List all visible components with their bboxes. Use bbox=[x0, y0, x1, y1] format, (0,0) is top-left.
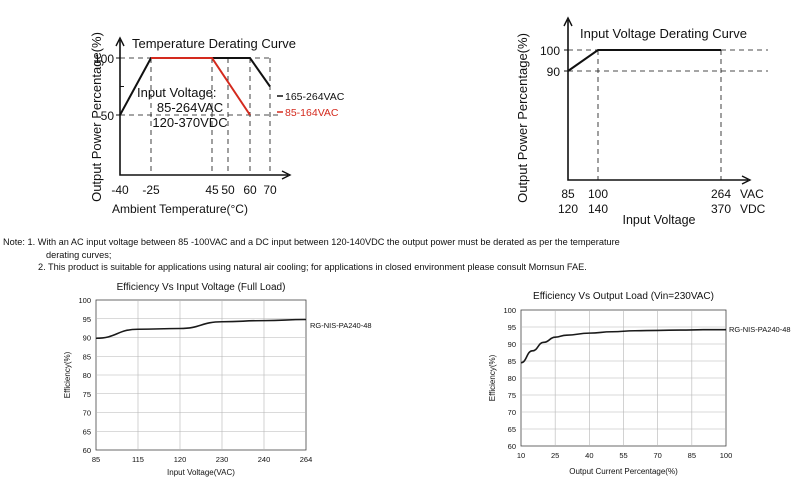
eff-load-x-tick-label: 100 bbox=[720, 451, 733, 460]
eff-load-x-tick-label: 70 bbox=[653, 451, 661, 460]
temp-axes bbox=[119, 40, 288, 176]
note-2: 2. This product is suitable for applicat… bbox=[38, 262, 587, 272]
eff-vin-y-tick-label: 65 bbox=[83, 427, 91, 436]
eff-vin-y-tick-label: 60 bbox=[83, 446, 91, 455]
eff-vin-y-tick-label: 70 bbox=[83, 409, 91, 418]
eff-load-legend-label: RG-NIS-PA240-48 bbox=[729, 325, 791, 334]
iv-y-tick-label: 100 bbox=[540, 44, 560, 58]
iv-chart-title: Input Voltage Derating Curve bbox=[580, 26, 747, 41]
eff-vin-chart: Efficiency Vs Input Voltage (Full Load) 6… bbox=[63, 282, 372, 477]
eff-load-x-tick-label: 85 bbox=[688, 451, 696, 460]
temp-x-arrow bbox=[281, 170, 292, 180]
eff-load-y-tick-label: 95 bbox=[508, 323, 516, 332]
eff-load-y-tick-label: 90 bbox=[508, 340, 516, 349]
temp-series-2-line bbox=[151, 57, 251, 116]
note-1: Note: 1. With an AC input voltage betwee… bbox=[3, 237, 620, 247]
eff-load-x-tick-label: 55 bbox=[619, 451, 627, 460]
note-1-continued: derating curves; bbox=[46, 249, 112, 260]
temp-y-tick-label: 100 bbox=[94, 52, 114, 66]
iv-x-tick-label-vac: 100 bbox=[588, 187, 608, 201]
eff-vin-title: Efficiency Vs Input Voltage (Full Load) bbox=[117, 282, 286, 293]
iv-y-arrow bbox=[563, 16, 573, 27]
temp-annotation-ac: 85-264VAC bbox=[157, 100, 223, 115]
eff-vin-x-tick-label: 264 bbox=[300, 455, 313, 464]
temp-legend-label: 85-164VAC bbox=[285, 107, 339, 119]
eff-load-y-tick-label: 75 bbox=[508, 391, 516, 400]
iv-x-tick-label-vdc: 370 bbox=[711, 202, 731, 216]
eff-vin-y-tick-label: 90 bbox=[83, 334, 91, 343]
eff-vin-series-line bbox=[95, 318, 307, 340]
temp-chart-title: Temperature Derating Curve bbox=[132, 36, 296, 51]
iv-axes bbox=[567, 20, 748, 181]
notes-block: Note: 1. With an AC input voltage betwee… bbox=[0, 236, 798, 274]
eff-load-x-tick-label: 25 bbox=[551, 451, 559, 460]
eff-vin-y-tick-label: 80 bbox=[83, 371, 91, 380]
eff-vin-x-tick-label: 115 bbox=[132, 455, 144, 464]
eff-load-x-tick-label: 10 bbox=[517, 451, 525, 460]
temp-x-tick-label: 60 bbox=[243, 183, 257, 197]
temp-y-tick-label: 50 bbox=[101, 109, 115, 123]
temp-annotation-dc: 120-370VDC bbox=[152, 115, 227, 130]
temp-x-tick-label: -40 bbox=[111, 183, 129, 197]
eff-vin-x-tick-label: 120 bbox=[174, 455, 187, 464]
eff-vin-x-tick-label: 230 bbox=[216, 455, 229, 464]
iv-y-axis-title: Output Power Percentage(%) bbox=[515, 33, 530, 203]
iv-series-line bbox=[567, 49, 721, 72]
iv-x-arrow bbox=[741, 175, 752, 185]
eff-load-x-tick-label: 40 bbox=[585, 451, 593, 460]
eff-vin-x-axis-title: Input Voltage(VAC) bbox=[167, 468, 235, 477]
iv-x-unit-vdc: VDC bbox=[740, 202, 766, 216]
iv-x-tick-label-vac: 85 bbox=[561, 187, 575, 201]
eff-load-y-tick-label: 85 bbox=[508, 357, 516, 366]
eff-load-chart: Efficiency Vs Output Load (Vin=230VAC) 60… bbox=[488, 291, 791, 476]
temp-legend-label: 165-264VAC bbox=[285, 91, 345, 103]
eff-load-y-tick-label: 60 bbox=[508, 442, 516, 451]
eff-vin-legend-label: RG-NIS-PA240-48 bbox=[310, 321, 372, 330]
temp-x-tick-label: 50 bbox=[221, 183, 235, 197]
temp-x-tick-label: 45 bbox=[205, 183, 219, 197]
temp-x-tick-label: 70 bbox=[263, 183, 277, 197]
temp-x-tick-label: -25 bbox=[142, 183, 160, 197]
eff-vin-y-axis-title: Efficiency(%) bbox=[63, 351, 72, 398]
eff-vin-y-tick-label: 100 bbox=[78, 296, 91, 305]
iv-y-tick-label: 90 bbox=[547, 65, 561, 79]
temp-x-axis-title: Ambient Temperature(°C) bbox=[112, 202, 248, 216]
eff-vin-y-tick-label: 75 bbox=[83, 390, 91, 399]
eff-load-title: Efficiency Vs Output Load (Vin=230VAC) bbox=[533, 291, 714, 302]
eff-vin-x-tick-label: 85 bbox=[92, 455, 100, 464]
eff-vin-y-tick-label: 95 bbox=[83, 315, 91, 324]
eff-vin-y-tick-label: 85 bbox=[83, 352, 91, 361]
eff-load-x-axis-title: Output Current Percentage(%) bbox=[569, 467, 678, 476]
eff-load-y-tick-label: 100 bbox=[503, 306, 516, 315]
eff-load-y-tick-label: 65 bbox=[508, 425, 516, 434]
iv-x-tick-label-vdc: 140 bbox=[588, 202, 608, 216]
iv-x-tick-label-vac: 264 bbox=[711, 187, 731, 201]
eff-vin-x-tick-label: 240 bbox=[258, 455, 271, 464]
eff-load-y-tick-label: 80 bbox=[508, 374, 516, 383]
iv-x-tick-label-vdc: 120 bbox=[558, 202, 578, 216]
eff-load-y-axis-title: Efficiency(%) bbox=[488, 354, 497, 401]
temp-y-axis-title: Output Power Percentage(%) bbox=[89, 32, 104, 202]
temp-y-arrow bbox=[115, 36, 125, 47]
iv-x-axis-title: Input Voltage bbox=[623, 213, 696, 227]
eff-load-y-tick-label: 70 bbox=[508, 408, 516, 417]
iv-x-unit-vac: VAC bbox=[740, 187, 764, 201]
eff-load-series-line bbox=[520, 328, 726, 364]
temp-annotation-label: Input Voltage: bbox=[137, 85, 217, 100]
